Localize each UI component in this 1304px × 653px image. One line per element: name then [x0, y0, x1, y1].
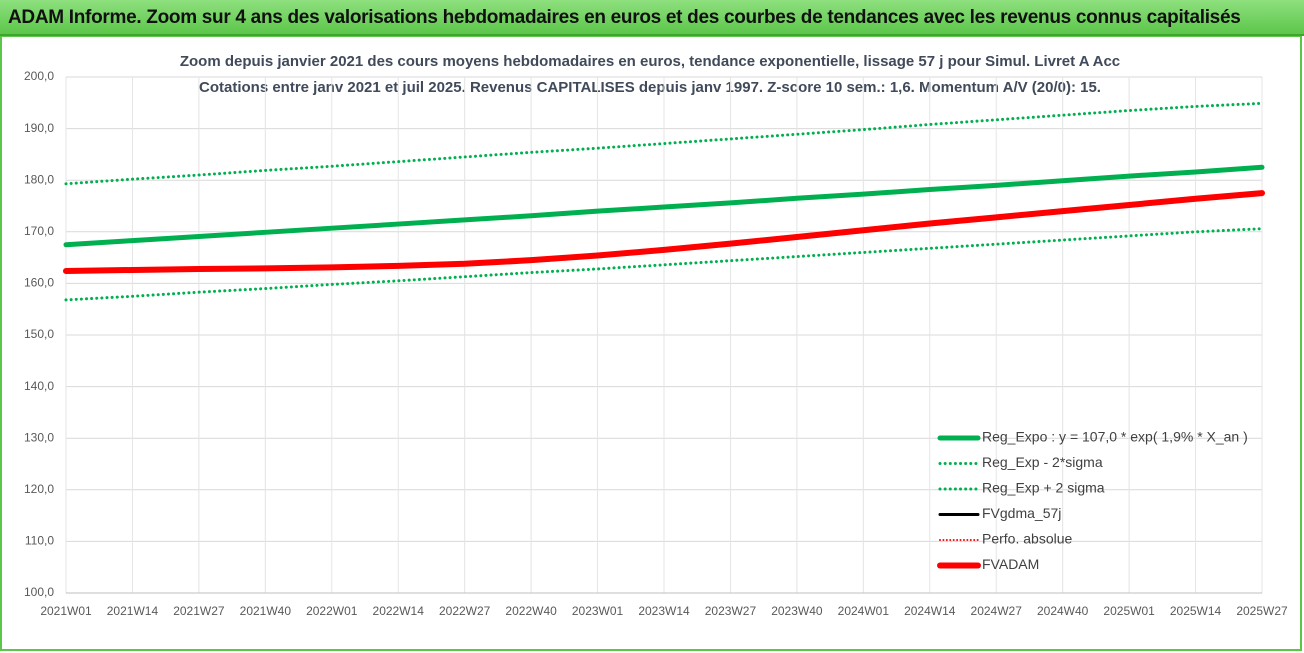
y-tick-label: 180,0 [24, 172, 54, 186]
legend-label: Perfo. absolue [982, 531, 1072, 547]
x-tick-label: 2024W14 [904, 604, 956, 618]
chart: Zoom depuis janvier 2021 des cours moyen… [0, 36, 1302, 651]
y-tick-label: 140,0 [24, 379, 54, 393]
chart-subtitle: Cotations entre janv 2021 et juil 2025. … [199, 79, 1101, 96]
x-tick-label: 2024W40 [1037, 604, 1089, 618]
x-tick-label: 2022W40 [505, 604, 557, 618]
x-tick-label: 2025W14 [1170, 604, 1222, 618]
x-tick-label: 2022W14 [373, 604, 425, 618]
x-tick-label: 2023W40 [771, 604, 823, 618]
x-tick-label: 2021W40 [240, 604, 292, 618]
x-tick-label: 2024W27 [971, 604, 1023, 618]
x-tick-label: 2021W01 [40, 604, 92, 618]
series-line [63, 164, 1265, 248]
y-tick-label: 120,0 [24, 482, 54, 496]
x-tick-label: 2024W01 [838, 604, 890, 618]
y-tick-label: 130,0 [24, 430, 54, 444]
x-tick-label: 2023W01 [572, 604, 624, 618]
y-tick-label: 100,0 [24, 585, 54, 599]
y-tick-label: 190,0 [24, 121, 54, 135]
x-tick-label: 2023W14 [638, 604, 690, 618]
legend-label: Reg_Exp + 2 sigma [982, 480, 1105, 496]
banner-title: ADAM Informe. Zoom sur 4 ans des valoris… [8, 7, 1241, 28]
y-tick-label: 170,0 [24, 224, 54, 238]
series-line [64, 101, 1264, 186]
chart-border [0, 36, 1302, 651]
legend-label: Reg_Expo : y = 107,0 * exp( 1,9% * X_an … [982, 429, 1248, 445]
x-tick-label: 2025W27 [1236, 604, 1288, 618]
x-tick-label: 2022W27 [439, 604, 491, 618]
y-tick-label: 150,0 [24, 327, 54, 341]
x-tick-label: 2023W27 [705, 604, 757, 618]
x-tick-label: 2021W27 [173, 604, 225, 618]
chart-title: Zoom depuis janvier 2021 des cours moyen… [180, 53, 1120, 70]
x-tick-label: 2025W01 [1103, 604, 1155, 618]
legend-label: FVgdma_57j [982, 505, 1061, 521]
series-line [64, 227, 1264, 302]
y-tick-label: 200,0 [24, 69, 54, 83]
legend-label: Reg_Exp - 2*sigma [982, 454, 1103, 470]
y-tick-label: 160,0 [24, 276, 54, 290]
y-tick-label: 110,0 [25, 534, 54, 548]
banner: ADAM Informe. Zoom sur 4 ans des valoris… [0, 0, 1304, 36]
x-tick-label: 2022W01 [306, 604, 358, 618]
legend-label: FVADAM [982, 556, 1039, 572]
x-tick-label: 2021W14 [107, 604, 159, 618]
series-line [63, 190, 1265, 275]
